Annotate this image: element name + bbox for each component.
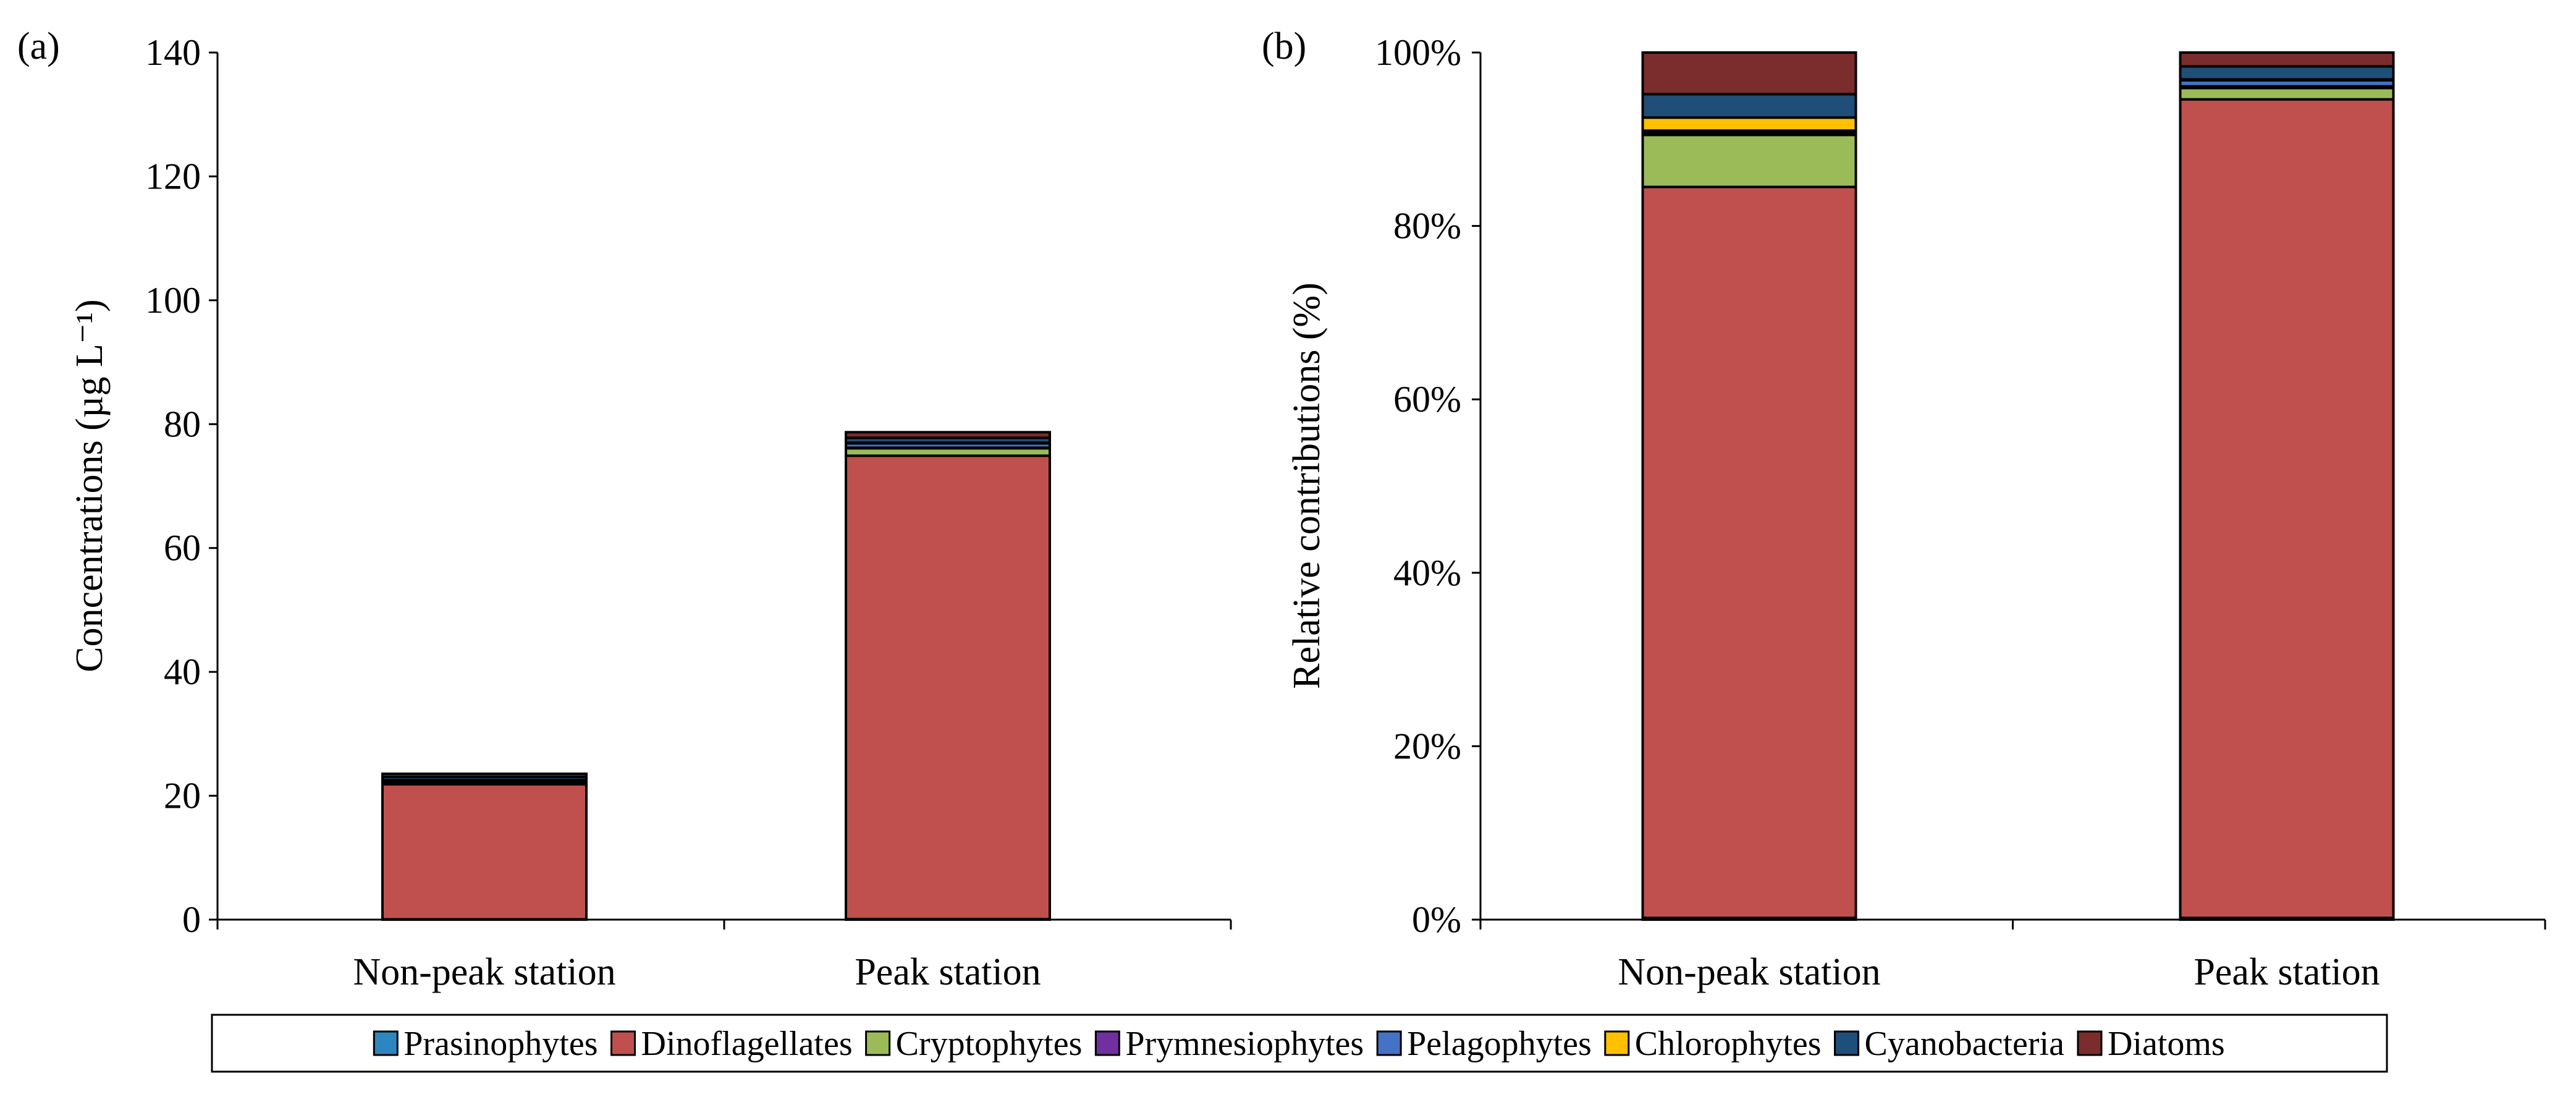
bar-b-peak-station-dinoflagellates — [2179, 98, 2395, 920]
y-tick-label-a: 120 — [145, 156, 201, 197]
bar-b-non-peak-station-diatoms — [1641, 51, 1857, 96]
legend-item-cryptophytes: Cryptophytes — [865, 1025, 1083, 1063]
legend-label-diatoms: Diatoms — [2108, 1025, 2225, 1063]
bar-b-non-peak-station-cyanobacteria — [1641, 93, 1857, 119]
y-axis-title-b: Relative contributions (%) — [1286, 282, 1328, 689]
y-tick-label-b: 100% — [1375, 32, 1461, 73]
bar-a-non-peak-station-dinoflagellates — [381, 783, 588, 921]
x-category-label-a: Non-peak station — [353, 951, 615, 993]
bar-a-peak-station-diatoms — [845, 431, 1051, 439]
legend-label-prasinophytes: Prasinophytes — [403, 1025, 598, 1063]
legend-item-diatoms: Diatoms — [2077, 1025, 2225, 1063]
bar-b-peak-station-diatoms — [2179, 51, 2395, 68]
legend-label-prymnesiophytes: Prymnesiophytes — [1125, 1025, 1364, 1063]
legend-swatch-prasinophytes — [373, 1030, 399, 1056]
legend-swatch-diatoms — [2077, 1030, 2103, 1056]
y-tick-label-b: 80% — [1393, 206, 1461, 247]
panel-label-b: (b) — [1262, 25, 1306, 67]
y-axis-title-a: Concentrations (µg L⁻¹) — [69, 299, 111, 672]
bar-b-peak-station-cyanobacteria — [2179, 65, 2395, 81]
y-tick-label-a: 80 — [164, 404, 201, 444]
bar-b-non-peak-station-dinoflagellates — [1641, 185, 1857, 920]
legend-item-cyanobacteria: Cyanobacteria — [1834, 1025, 2065, 1063]
legend-swatch-chlorophytes — [1604, 1030, 1630, 1056]
legend-swatch-cryptophytes — [865, 1030, 891, 1056]
legend-box — [211, 1014, 2388, 1073]
legend-swatch-prymnesiophytes — [1094, 1030, 1120, 1056]
legend-swatch-pelagophytes — [1376, 1030, 1402, 1056]
y-tick-label-a: 60 — [164, 528, 201, 569]
y-tick-label-b: 20% — [1393, 726, 1461, 766]
legend-item-pelagophytes: Pelagophytes — [1376, 1025, 1592, 1063]
bar-b-peak-station-cryptophytes — [2179, 87, 2395, 101]
legend-item-dinoflagellates: Dinoflagellates — [610, 1025, 853, 1063]
legend-item-chlorophytes: Chlorophytes — [1604, 1025, 1822, 1063]
legend-label-chlorophytes: Chlorophytes — [1635, 1025, 1822, 1063]
x-category-label-b: Non-peak station — [1618, 951, 1880, 993]
y-tick-label-b: 0% — [1412, 899, 1461, 940]
x-category-label-a: Peak station — [855, 951, 1041, 993]
panel-b-relative-contributions-chart: (b) Relative contributions (%) 0% 20% 40% 60%… — [1262, 25, 2546, 993]
legend-label-cryptophytes: Cryptophytes — [896, 1025, 1083, 1063]
bar-b-non-peak-station-chlorophytes — [1641, 116, 1857, 132]
panel-label-a: (a) — [17, 25, 60, 67]
legend-item-prasinophytes: Prasinophytes — [373, 1025, 598, 1063]
bar-b-non-peak-station-cryptophytes — [1641, 133, 1857, 188]
legend-label-pelagophytes: Pelagophytes — [1407, 1025, 1592, 1063]
y-tick-label-a: 20 — [164, 776, 201, 816]
legend-label-dinoflagellates: Dinoflagellates — [641, 1025, 853, 1063]
x-category-label-b: Peak station — [2194, 951, 2380, 993]
legend-swatch-cyanobacteria — [1834, 1030, 1860, 1056]
legend-swatch-dinoflagellates — [610, 1030, 636, 1056]
y-tick-label-a: 0 — [182, 899, 201, 940]
y-tick-label-a: 100 — [145, 280, 201, 321]
panel-a-concentrations-chart: (a) Concentrations (µg L⁻¹) 0 20 40 60 80 100 12… — [17, 25, 1232, 993]
legend: Prasinophytes Dinoflagellates Cryptophytes… — [211, 1014, 2388, 1073]
legend-label-cyanobacteria: Cyanobacteria — [1865, 1025, 2065, 1063]
y-tick-label-a: 40 — [164, 651, 201, 692]
bar-a-non-peak-station-diatoms — [381, 772, 588, 779]
y-tick-label-a: 140 — [145, 32, 201, 73]
y-tick-label-b: 40% — [1393, 553, 1461, 593]
legend-item-prymnesiophytes: Prymnesiophytes — [1094, 1025, 1364, 1063]
y-tick-label-b: 60% — [1393, 379, 1461, 420]
bar-a-peak-station-dinoflagellates — [845, 454, 1051, 920]
